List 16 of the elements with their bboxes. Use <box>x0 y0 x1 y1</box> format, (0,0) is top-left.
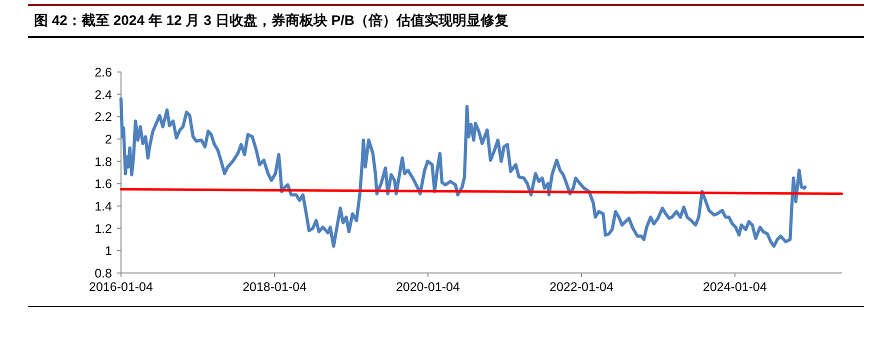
y-tick-label: 0.8 <box>94 266 112 280</box>
x-tick-label: 2016-01-04 <box>89 280 154 294</box>
chart-title: 图 42：截至 2024 年 12 月 3 日收盘，券商板块 P/B（倍）估值实现明显修复 <box>28 4 864 38</box>
y-tick-label: 2.6 <box>94 66 112 80</box>
x-tick-label: 2020-01-04 <box>396 280 460 294</box>
x-tick-label: 2024-01-04 <box>702 280 767 294</box>
y-tick-label: 1 <box>105 244 112 258</box>
x-tick-label: 2018-01-04 <box>242 280 307 294</box>
y-tick-label: 2.2 <box>94 110 112 124</box>
y-tick-label: 1.4 <box>94 200 112 214</box>
y-tick-label: 2 <box>105 132 112 146</box>
y-tick-label: 2.4 <box>94 88 112 102</box>
y-tick-label: 1.8 <box>94 154 112 169</box>
y-tick-label: 1.6 <box>94 177 112 192</box>
y-tick-label: 1.2 <box>94 222 112 236</box>
x-tick-label: 2022-01-04 <box>550 280 614 294</box>
